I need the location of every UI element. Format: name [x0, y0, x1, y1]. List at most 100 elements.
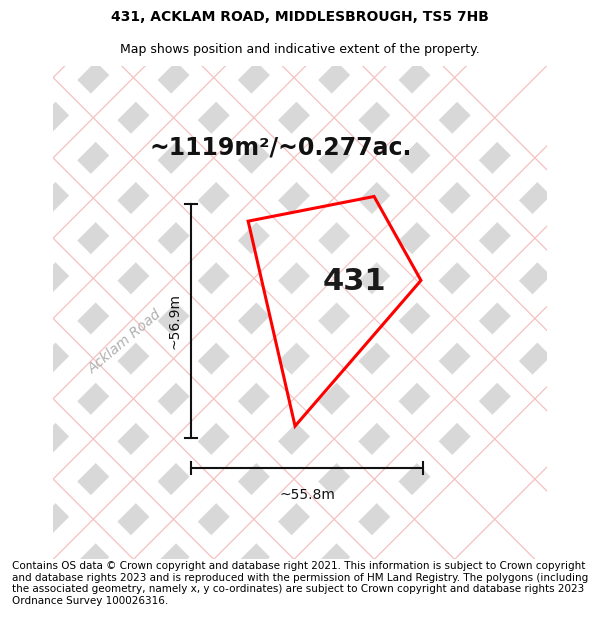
- Polygon shape: [118, 22, 149, 53]
- Polygon shape: [198, 423, 229, 454]
- Polygon shape: [118, 262, 149, 294]
- Polygon shape: [278, 182, 310, 214]
- Polygon shape: [0, 463, 29, 495]
- Polygon shape: [479, 383, 511, 414]
- Polygon shape: [439, 182, 470, 214]
- Polygon shape: [399, 302, 430, 334]
- Polygon shape: [0, 62, 29, 93]
- Polygon shape: [399, 62, 430, 93]
- Polygon shape: [118, 584, 149, 615]
- Polygon shape: [439, 343, 470, 374]
- Polygon shape: [238, 142, 269, 174]
- Polygon shape: [399, 383, 430, 414]
- Polygon shape: [158, 62, 189, 93]
- Polygon shape: [399, 142, 430, 174]
- Polygon shape: [399, 463, 430, 495]
- Polygon shape: [278, 262, 310, 294]
- Polygon shape: [439, 262, 470, 294]
- Polygon shape: [77, 544, 109, 575]
- Polygon shape: [158, 302, 189, 334]
- Polygon shape: [238, 0, 269, 13]
- Polygon shape: [118, 102, 149, 133]
- Text: Contains OS data © Crown copyright and database right 2021. This information is : Contains OS data © Crown copyright and d…: [12, 561, 588, 606]
- Polygon shape: [77, 0, 109, 13]
- Polygon shape: [198, 504, 229, 535]
- Polygon shape: [278, 22, 310, 53]
- Polygon shape: [359, 22, 390, 53]
- Polygon shape: [559, 222, 591, 254]
- Polygon shape: [278, 423, 310, 454]
- Polygon shape: [319, 222, 350, 254]
- Polygon shape: [158, 544, 189, 575]
- Polygon shape: [198, 343, 229, 374]
- Polygon shape: [77, 222, 109, 254]
- Polygon shape: [519, 182, 551, 214]
- Polygon shape: [77, 383, 109, 414]
- Polygon shape: [158, 142, 189, 174]
- Polygon shape: [278, 102, 310, 133]
- Polygon shape: [198, 584, 229, 615]
- Text: Acklam Road: Acklam Road: [85, 308, 164, 377]
- Polygon shape: [319, 383, 350, 414]
- Polygon shape: [479, 302, 511, 334]
- Text: ~56.9m: ~56.9m: [167, 293, 181, 349]
- Polygon shape: [198, 262, 229, 294]
- Polygon shape: [37, 423, 69, 454]
- Polygon shape: [0, 544, 29, 575]
- Polygon shape: [319, 463, 350, 495]
- Polygon shape: [0, 383, 29, 414]
- Polygon shape: [359, 423, 390, 454]
- Polygon shape: [519, 262, 551, 294]
- Polygon shape: [278, 343, 310, 374]
- Polygon shape: [359, 262, 390, 294]
- Polygon shape: [519, 343, 551, 374]
- Polygon shape: [77, 463, 109, 495]
- Text: 431, ACKLAM ROAD, MIDDLESBROUGH, TS5 7HB: 431, ACKLAM ROAD, MIDDLESBROUGH, TS5 7HB: [111, 10, 489, 24]
- Polygon shape: [238, 302, 269, 334]
- Polygon shape: [359, 343, 390, 374]
- Polygon shape: [118, 504, 149, 535]
- Polygon shape: [319, 0, 350, 13]
- Polygon shape: [37, 102, 69, 133]
- Polygon shape: [37, 182, 69, 214]
- Polygon shape: [559, 302, 591, 334]
- Text: ~55.8m: ~55.8m: [280, 488, 335, 502]
- Text: Map shows position and indicative extent of the property.: Map shows position and indicative extent…: [120, 44, 480, 56]
- Polygon shape: [0, 302, 29, 334]
- Polygon shape: [479, 142, 511, 174]
- Polygon shape: [0, 0, 29, 13]
- Polygon shape: [198, 102, 229, 133]
- Polygon shape: [0, 222, 29, 254]
- Polygon shape: [359, 182, 390, 214]
- Polygon shape: [37, 343, 69, 374]
- Polygon shape: [37, 262, 69, 294]
- Polygon shape: [248, 196, 421, 426]
- Polygon shape: [238, 383, 269, 414]
- Polygon shape: [158, 222, 189, 254]
- Polygon shape: [77, 302, 109, 334]
- Polygon shape: [118, 182, 149, 214]
- Polygon shape: [158, 0, 189, 13]
- Polygon shape: [359, 504, 390, 535]
- Polygon shape: [278, 584, 310, 615]
- Text: 431: 431: [323, 266, 386, 296]
- Polygon shape: [238, 62, 269, 93]
- Polygon shape: [198, 182, 229, 214]
- Polygon shape: [0, 624, 29, 625]
- Polygon shape: [77, 624, 109, 625]
- Polygon shape: [439, 102, 470, 133]
- Polygon shape: [319, 62, 350, 93]
- Polygon shape: [37, 584, 69, 615]
- Polygon shape: [238, 222, 269, 254]
- Polygon shape: [319, 544, 350, 575]
- Polygon shape: [238, 544, 269, 575]
- Polygon shape: [439, 423, 470, 454]
- Polygon shape: [359, 102, 390, 133]
- Polygon shape: [479, 222, 511, 254]
- Polygon shape: [399, 222, 430, 254]
- Polygon shape: [198, 22, 229, 53]
- Polygon shape: [278, 504, 310, 535]
- Text: ~1119m²/~0.277ac.: ~1119m²/~0.277ac.: [149, 135, 412, 159]
- Polygon shape: [319, 142, 350, 174]
- Polygon shape: [118, 423, 149, 454]
